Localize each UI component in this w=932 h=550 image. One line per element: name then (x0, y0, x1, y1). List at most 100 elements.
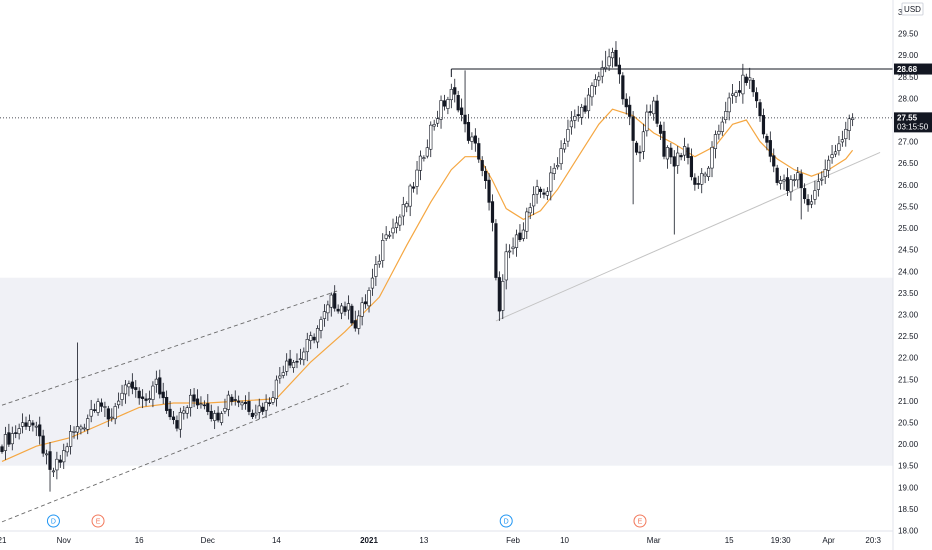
candle-body (614, 49, 618, 67)
candle-body (353, 320, 357, 329)
rising-trendline[interactable] (495, 151, 881, 322)
price-tick-label: 29.50 (898, 30, 919, 39)
candle-body (844, 128, 848, 140)
candle-body (295, 360, 299, 363)
candle-body (274, 379, 279, 399)
candle-body (573, 115, 577, 121)
candle-body (185, 407, 189, 414)
channel-lower-line[interactable] (1, 383, 349, 523)
candle-body (237, 400, 241, 403)
candle-body (590, 85, 594, 98)
candle-body (803, 188, 807, 200)
candle-body (706, 167, 711, 177)
candle-body (343, 306, 347, 312)
candle-body (436, 118, 440, 124)
candle-body (724, 111, 728, 120)
price-tick-label: 22.50 (898, 332, 919, 341)
price-tick-label: 29.00 (898, 51, 919, 60)
candle-body (566, 129, 570, 142)
channel-upper-line[interactable] (1, 290, 339, 406)
candle-body (357, 315, 361, 329)
candle-body (192, 394, 196, 402)
currency-label-box (901, 2, 924, 16)
candle-body (370, 277, 375, 289)
time-tick-label: Nov (57, 536, 71, 545)
candle-body (168, 408, 172, 418)
dividend-marker[interactable] (499, 514, 513, 528)
candle-body (645, 111, 649, 132)
candle-body (501, 281, 505, 311)
candle-body (257, 405, 261, 413)
candle-body (302, 351, 306, 361)
candle-body (322, 311, 327, 319)
resistance-tag-box (894, 63, 932, 75)
candle-body (281, 372, 285, 376)
candle-body (682, 146, 687, 156)
moving-average-line (1, 108, 854, 462)
candle-body (538, 188, 543, 192)
candle-body (432, 124, 436, 127)
price-tick-label: 25.50 (898, 202, 919, 211)
earnings-marker[interactable] (633, 514, 647, 528)
candle-body (69, 431, 73, 447)
candle-body (158, 377, 162, 395)
candle-body (82, 427, 86, 430)
candle-body (717, 130, 721, 135)
candle-body (439, 100, 443, 120)
candle-body (840, 139, 844, 143)
candle-body (0, 446, 4, 452)
candle-body (7, 432, 11, 445)
candle-body (672, 156, 676, 167)
candle-body (336, 308, 340, 312)
price-tick-label: 20.50 (898, 418, 919, 427)
candle-body (820, 178, 824, 181)
candle-body (658, 124, 663, 134)
candle-body (730, 93, 735, 96)
candle-body (117, 400, 121, 406)
earnings-marker[interactable] (91, 514, 105, 528)
dividend-marker[interactable] (46, 514, 60, 528)
candle-body (669, 147, 673, 158)
candle-body (377, 260, 381, 265)
candle-body (521, 229, 525, 239)
candle-body (209, 410, 213, 420)
candle-body (137, 390, 141, 399)
candle-body (3, 434, 8, 451)
candle-body (610, 52, 615, 59)
price-channel[interactable] (1, 290, 349, 523)
candle-body (250, 412, 254, 417)
currency-label[interactable]: USD (901, 2, 924, 16)
candle-body (401, 204, 405, 217)
candle-body (350, 305, 354, 324)
candle-body (477, 143, 481, 160)
candle-body (165, 397, 169, 411)
dividend-marker-label: D (504, 519, 509, 526)
candle-body (425, 147, 429, 157)
candle-body (411, 186, 416, 189)
time-tick-label: 20:3 (865, 536, 881, 545)
candle-body (55, 458, 59, 471)
candle-body (703, 173, 707, 177)
candle-body (339, 305, 344, 314)
candle-body (147, 398, 152, 400)
candle-body (559, 148, 563, 165)
candle-body (127, 383, 131, 388)
candle-body (106, 408, 110, 420)
candle-body (422, 157, 426, 159)
candle-body (737, 90, 742, 93)
candle-body (686, 147, 690, 158)
candle-body (816, 181, 820, 190)
candle-body (497, 277, 501, 312)
candle-body (206, 403, 210, 412)
candle-body (662, 130, 666, 157)
candle-body (405, 203, 409, 208)
time-tick-label: Mar (647, 536, 661, 545)
candle-body (758, 102, 762, 117)
price-axis[interactable] (892, 0, 932, 550)
candle-body (216, 412, 220, 421)
candle-body (329, 294, 333, 308)
time-tick-label: 2021 (360, 536, 378, 545)
candle-body (779, 180, 783, 184)
